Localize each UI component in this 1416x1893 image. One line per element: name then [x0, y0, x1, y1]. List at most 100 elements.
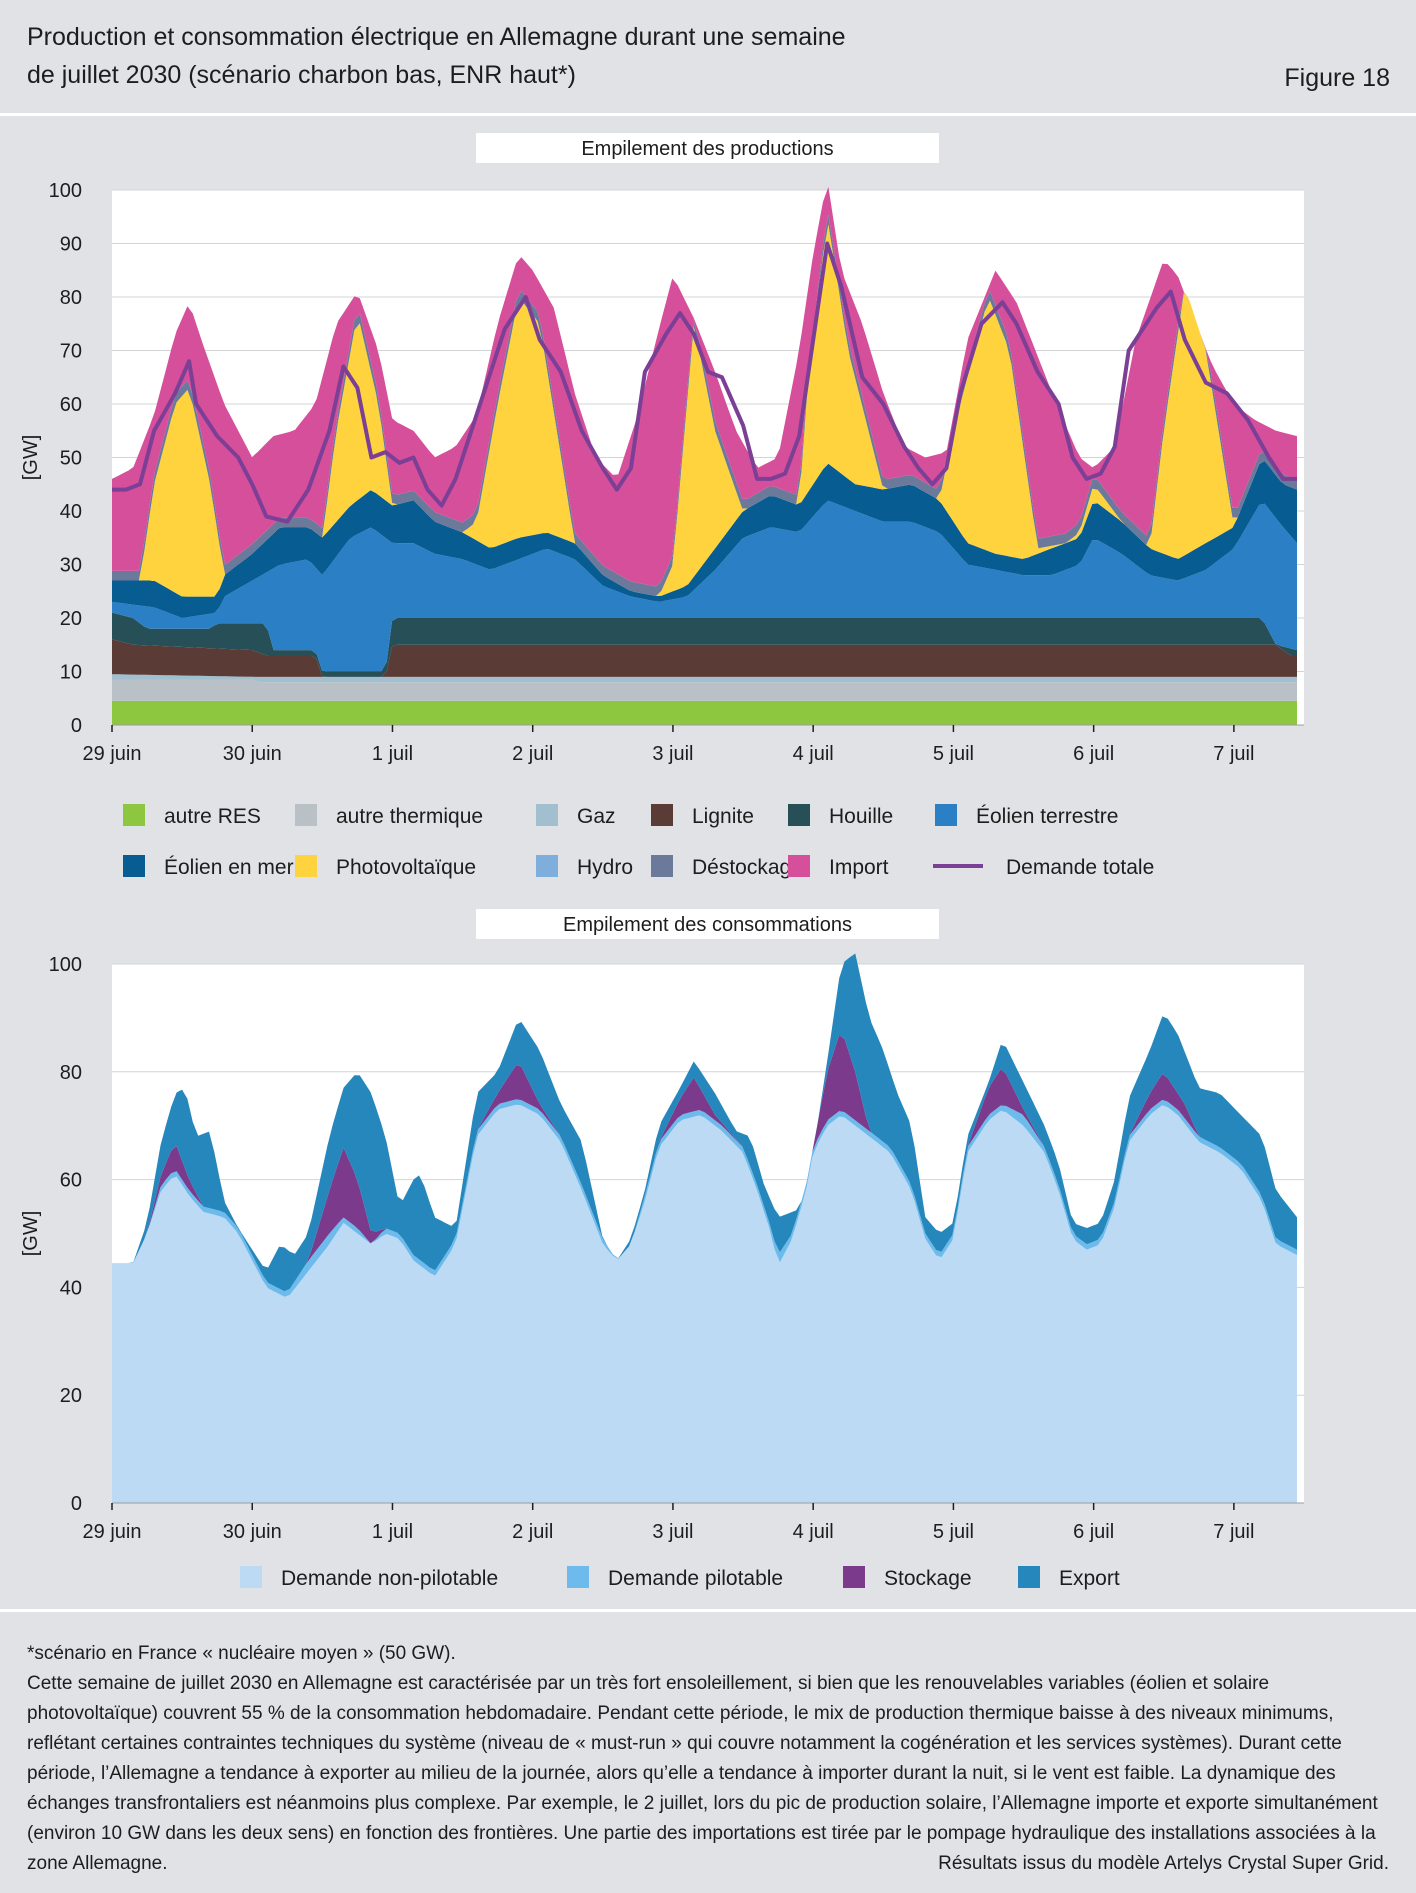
- x-tick-label: 5 juil: [933, 1521, 974, 1543]
- y-tick-label: 90: [60, 234, 82, 256]
- area-stockage: [112, 1035, 1297, 1292]
- area-demande-non-pilotable: [112, 1104, 1297, 1503]
- y-axis-label: [GW]: [20, 435, 42, 481]
- chart-title: Empilement des consommations: [563, 914, 852, 936]
- x-tick-label: 29 juin: [83, 1521, 142, 1543]
- legend-swatch: [1018, 1566, 1040, 1588]
- legend-swatch: [843, 1566, 865, 1588]
- legend-swatch: [651, 855, 673, 877]
- legend-swatch: [536, 804, 558, 826]
- legend-swatch: [295, 855, 317, 877]
- legend-item-import: Import: [788, 855, 889, 879]
- y-tick-label: 40: [60, 1277, 82, 1299]
- x-tick-label: 7 juil: [1213, 743, 1254, 765]
- y-tick-label: 20: [60, 1385, 82, 1407]
- legend-swatch: [536, 855, 558, 877]
- legend-item-demande-pilotable: Demande pilotable: [567, 1566, 783, 1590]
- production-chart: Empilement des productions 0 10 20 30 40 50 60 7…: [20, 133, 1304, 879]
- y-tick-label: 60: [60, 1170, 82, 1192]
- legend: Demande non-pilotable Demande pilotable St…: [240, 1566, 1120, 1590]
- legend-item-lignite: Lignite: [651, 804, 754, 828]
- x-tick-label: 2 juil: [512, 743, 553, 765]
- y-tick-label: 100: [49, 180, 82, 202]
- chart-title: Empilement des productions: [581, 138, 833, 160]
- footer-divider: [0, 1609, 1416, 1612]
- legend-item-autre-thermique: autre thermique: [295, 804, 483, 828]
- area-houille: [112, 612, 1297, 677]
- y-tick-label: 60: [60, 394, 82, 416]
- y-tick-label: 0: [71, 1493, 82, 1515]
- area-autre-thermique: [112, 679, 1297, 701]
- line-demande-totale: [112, 241, 1297, 524]
- footer-description: Cette semaine de juillet 2030 en Allemag…: [27, 1673, 1378, 1874]
- y-tick-label: 20: [60, 608, 82, 630]
- x-tick-label: 3 juil: [652, 743, 693, 765]
- legend-label: Import: [829, 856, 889, 879]
- legend-label: Éolien en mer: [164, 856, 294, 879]
- header-divider: [0, 113, 1416, 116]
- legend-label: Éolien terrestre: [976, 805, 1118, 828]
- legend-label: Demande totale: [1006, 856, 1154, 879]
- x-tick-label: 1 juil: [372, 1521, 413, 1543]
- legend-item-export: Export: [1018, 1566, 1120, 1590]
- stacked-areas: [112, 953, 1297, 1503]
- legend-item-eolien-terrestre: Éolien terrestre: [935, 804, 1118, 828]
- area-demande-pilotable: [112, 1099, 1297, 1297]
- y-axis-label: [GW]: [20, 1211, 42, 1257]
- legend-label: autre RES: [164, 805, 261, 828]
- legend-label: Hydro: [577, 856, 633, 879]
- chart-title-banner: [476, 133, 939, 163]
- x-tick-label: 5 juil: [933, 743, 974, 765]
- legend-swatch: [295, 804, 317, 826]
- legend-item-demande-totale: Demande totale: [933, 856, 1154, 879]
- x-tick-label: 2 juil: [512, 1521, 553, 1543]
- title-line-2: de juillet 2030 (scénario charbon bas, E…: [27, 61, 576, 89]
- x-tick-label: 30 juin: [223, 1521, 282, 1543]
- area-autre-res: [112, 700, 1297, 725]
- header: Production et consommation électrique en…: [0, 0, 1416, 112]
- footer-text-block: Cette semaine de juillet 2030 en Allemag…: [27, 1669, 1389, 1879]
- footer: *scénario en France « nucléaire moyen » …: [27, 1639, 1389, 1879]
- legend-item-hydro: Hydro: [536, 855, 633, 879]
- x-axis: 29 juin 30 juin 1 juil 2 juil 3 juil 4 juil 5 …: [83, 724, 1304, 765]
- footnote: *scénario en France « nucléaire moyen » …: [27, 1643, 456, 1664]
- legend-swatch: [567, 1566, 589, 1588]
- legend-item-destockage: Déstockage: [651, 855, 803, 879]
- x-tick-label: 1 juil: [372, 743, 413, 765]
- legend-label: Houille: [829, 805, 893, 828]
- y-tick-label: 80: [60, 1062, 82, 1084]
- legend-label: Lignite: [692, 805, 754, 828]
- area-lignite: [112, 639, 1297, 677]
- legend-label: Export: [1059, 1567, 1120, 1590]
- area-photovoltaique: [112, 224, 1297, 597]
- legend-label: Demande pilotable: [608, 1567, 783, 1590]
- stacked-areas: [112, 186, 1297, 725]
- y-tick-label: 10: [60, 662, 82, 684]
- y-tick-label: 40: [60, 501, 82, 523]
- legend-swatch: [651, 804, 673, 826]
- chart-title-banner: [476, 909, 939, 939]
- y-tick-label: 70: [60, 341, 82, 363]
- x-tick-label: 30 juin: [223, 743, 282, 765]
- y-tick-label: 50: [60, 448, 82, 470]
- legend-swatch: [240, 1566, 262, 1588]
- legend-label: Stockage: [884, 1567, 972, 1590]
- figure-label: Figure 18: [1284, 64, 1390, 92]
- legend-item-photovoltaique: Photovoltaïque: [295, 855, 476, 879]
- area-gaz: [112, 674, 1297, 683]
- area-eolien-terrestre: [112, 500, 1297, 672]
- legend-swatch: [935, 804, 957, 826]
- legend-label: autre thermique: [336, 805, 483, 828]
- legend-item-eolien-mer: Éolien en mer: [123, 855, 294, 879]
- area-eolien-mer: [112, 461, 1297, 618]
- legend: autre RES autre thermique Gaz Lignite Houill…: [123, 804, 1154, 879]
- y-tick-label: 30: [60, 555, 82, 577]
- area-destockage: [112, 214, 1297, 596]
- x-axis: 29 juin 30 juin 1 juil 2 juil 3 juil 4 juil 5 …: [83, 1502, 1304, 1543]
- page-title: Production et consommation électrique en…: [27, 18, 1127, 94]
- legend-label: Gaz: [577, 805, 616, 828]
- title-line-1: Production et consommation électrique en…: [27, 23, 846, 51]
- x-tick-label: 4 juil: [793, 1521, 834, 1543]
- legend-swatch: [788, 855, 810, 877]
- legend-label: Photovoltaïque: [336, 856, 476, 879]
